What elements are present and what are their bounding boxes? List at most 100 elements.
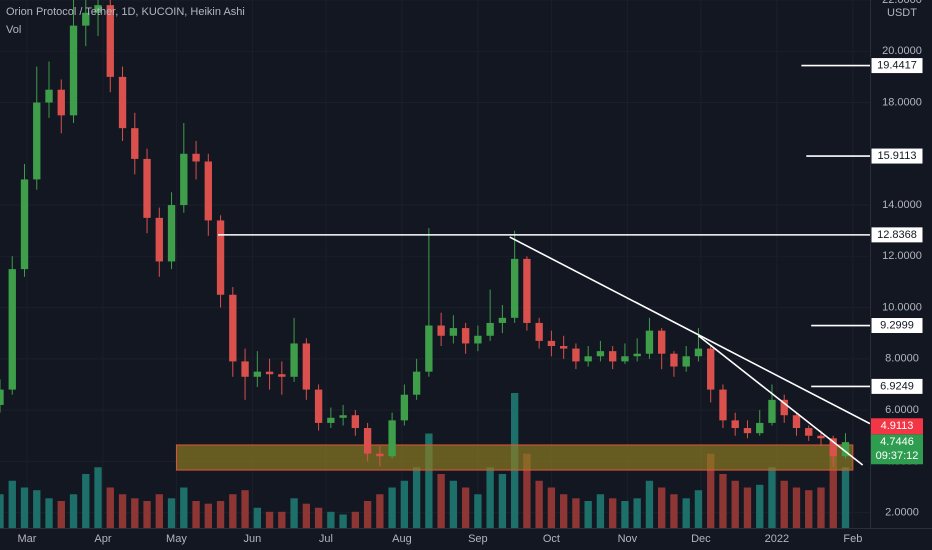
candle-body [719,389,727,421]
price-marker-box [871,418,923,435]
candle-body [106,5,114,77]
y-tick-label: 22.0000 [882,0,922,6]
price-marker-box [871,434,923,465]
volume-bar [388,487,396,528]
candle-body [265,371,274,375]
candle-body [339,415,347,418]
volume-bar [351,511,360,528]
candle-body [425,325,433,372]
candle-body [33,102,41,180]
candle-body [229,294,237,362]
candle-body [768,399,776,423]
volume-bar [559,494,568,528]
volume-bar [204,503,212,528]
candle-body [8,269,16,390]
candle-body [20,179,29,270]
x-tick-label: Oct [543,533,560,545]
y-tick-label: 20.0000 [882,45,922,57]
volume-bar [94,467,102,528]
candle-body [216,220,225,295]
volume-bar [253,507,261,528]
volume-bar [339,514,347,528]
level-label-box [870,147,924,165]
candle-layer [0,0,850,467]
x-tick-label: May [166,533,187,545]
volume-bar [216,501,225,528]
volume-bar [314,507,323,528]
candle-body [510,258,519,318]
x-tick-label: Sep [468,533,488,545]
level-label-box [870,317,924,335]
candle-body [658,330,666,354]
candle-body [192,153,200,162]
candle-body [523,258,531,323]
x-tick-label: Jun [244,533,262,545]
candle-body [278,374,286,377]
zone-layer [175,444,854,471]
candle-body [682,356,690,367]
volume-bar [290,498,298,528]
candle-body [94,5,102,13]
candle-body [57,89,65,116]
volume-bar [645,480,654,528]
y-tick-label: 10.0000 [882,301,922,313]
level-label-box [870,226,924,244]
candle-body [69,25,78,116]
candle-body [780,399,788,416]
candle-body [314,389,323,423]
candle-body [792,415,801,429]
candle-body [167,205,176,262]
volume-bar [572,498,580,528]
candle-body [118,76,127,129]
candle-body [756,422,764,434]
volume-bar [20,487,29,528]
candle-body [596,351,605,357]
volume-label: Vol [6,24,21,36]
candle-body [253,371,261,377]
volume-bar [461,487,470,528]
volume-bar [57,501,65,528]
volume-bar [327,511,335,528]
y-tick-label: 18.0000 [882,96,922,108]
volume-bar [106,487,114,528]
volume-bar [437,474,445,528]
candle-body [645,330,654,354]
candle-body [707,348,715,390]
volume-bar [278,511,286,528]
candle-body [743,428,752,434]
volume-bar [363,501,372,528]
level-label: 19.4417 [877,59,917,71]
drawing-layer [218,64,870,466]
volume-bar [265,511,274,528]
level-label: 12.8368 [877,229,917,241]
candle-body [290,343,298,377]
volume-bar [780,480,788,528]
volume-bar [302,503,311,528]
level-label-box [870,57,924,75]
volume-bar [45,498,53,528]
candle-body [841,442,850,457]
volume-bar [743,487,752,528]
volume-bar [756,484,764,528]
volume-bar [376,494,384,528]
x-tick-label: Nov [618,533,638,545]
volume-bar [707,453,715,528]
candle-body [412,371,421,395]
candle-body [633,353,641,357]
volume-bar [682,498,690,528]
volume-bar [118,494,127,528]
volume-bar [817,487,825,528]
volume-bar [180,487,188,528]
volume-bar [449,480,458,528]
candle-body [327,417,335,423]
y-tick-label: 8.0000 [885,353,919,365]
volume-bar [633,498,641,528]
level-label: 6.9249 [880,380,914,392]
volume-bar [69,494,78,528]
volume-bar [621,501,629,528]
candle-body [535,322,543,341]
candle-body [449,328,458,336]
volume-bar [841,467,850,528]
candle-body [376,453,384,457]
candle-body [302,343,311,390]
